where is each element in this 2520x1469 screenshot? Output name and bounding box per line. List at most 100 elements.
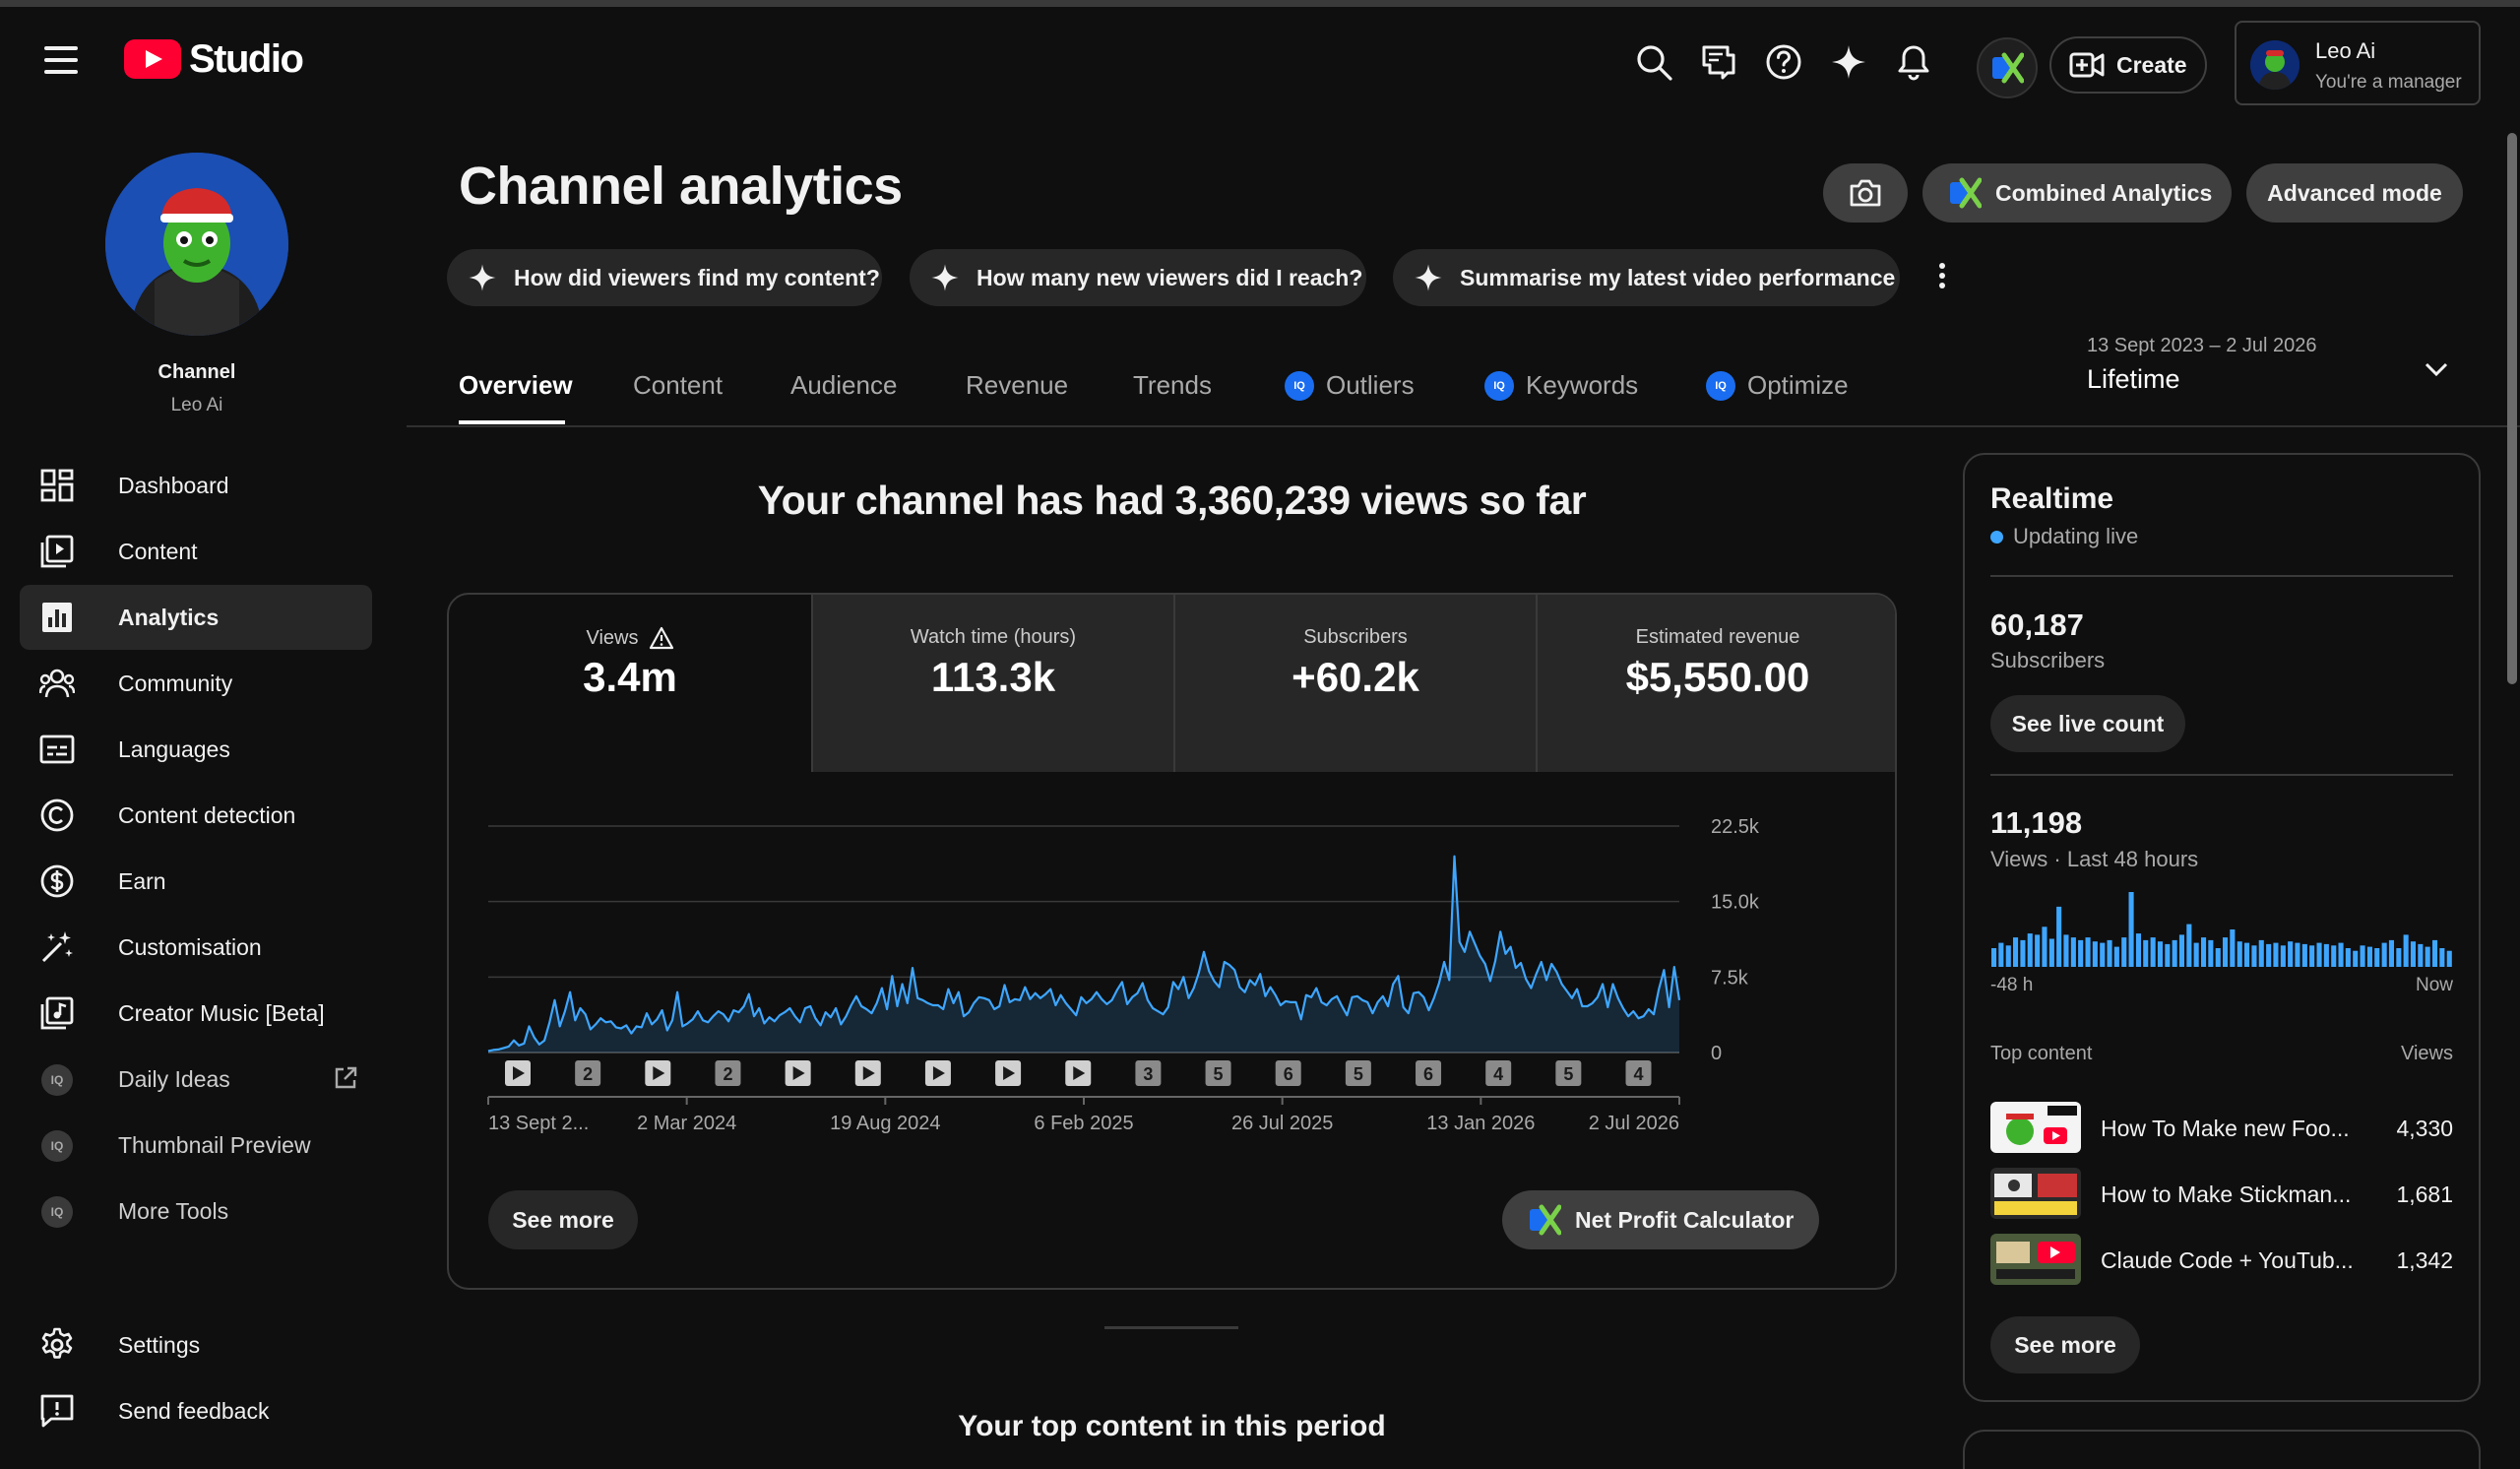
realtime-bar[interactable] xyxy=(2388,939,2394,967)
video-publish-marker[interactable] xyxy=(505,1060,531,1086)
realtime-bar[interactable] xyxy=(2366,946,2372,967)
realtime-bar[interactable] xyxy=(2042,926,2048,967)
metric-views[interactable]: Views 3.4m xyxy=(449,595,811,772)
video-publish-marker[interactable] xyxy=(645,1060,671,1086)
sidebar-item-thumbnail-preview[interactable]: IQ Thumbnail Preview xyxy=(20,1113,372,1178)
realtime-bar[interactable] xyxy=(2113,946,2119,967)
metric-subscribers[interactable]: Subscribers +60.2k xyxy=(1173,595,1536,772)
account-switcher[interactable]: Leo Ai You're a manager xyxy=(2235,21,2481,105)
realtime-bar[interactable] xyxy=(2360,945,2365,967)
net-profit-calculator-button[interactable]: Net Profit Calculator xyxy=(1502,1190,1819,1249)
realtime-bar[interactable] xyxy=(2085,937,2091,967)
realtime-bar[interactable] xyxy=(1998,942,2004,967)
advanced-mode-button[interactable]: Advanced mode xyxy=(2246,163,2463,223)
realtime-bar[interactable] xyxy=(2374,948,2380,967)
sidebar-item-analytics[interactable]: Analytics xyxy=(20,585,372,650)
realtime-bar[interactable] xyxy=(2396,948,2402,967)
tab-audience[interactable]: Audience xyxy=(790,370,898,400)
search-icon[interactable] xyxy=(1634,42,1673,82)
realtime-bar[interactable] xyxy=(2178,934,2184,967)
realtime-bar[interactable] xyxy=(2280,945,2286,967)
realtime-bar[interactable] xyxy=(2193,942,2199,967)
realtime-bar[interactable] xyxy=(2157,941,2163,967)
scrollbar[interactable] xyxy=(2504,113,2520,1454)
video-publish-marker[interactable] xyxy=(924,1060,951,1086)
realtime-bar[interactable] xyxy=(2005,945,2011,967)
see-more-button[interactable]: See more xyxy=(1990,1316,2140,1373)
sidebar-item-earn[interactable]: Earn xyxy=(20,849,372,914)
date-range-selector[interactable]: 13 Sept 2023 – 2 Jul 2026 Lifetime xyxy=(2087,335,2461,414)
realtime-bar[interactable] xyxy=(2258,939,2264,967)
sidebar-item-daily-ideas[interactable]: IQ Daily Ideas xyxy=(20,1047,372,1112)
scrollbar-thumb[interactable] xyxy=(2507,133,2517,684)
tab-revenue[interactable]: Revenue xyxy=(966,370,1069,400)
help-icon[interactable] xyxy=(1764,42,1803,82)
video-publish-marker[interactable] xyxy=(995,1060,1022,1086)
suggestion-chip[interactable]: How many new viewers did I reach? xyxy=(910,249,1366,306)
realtime-bar[interactable] xyxy=(2309,945,2315,967)
warning-icon[interactable] xyxy=(649,626,674,650)
realtime-bar[interactable] xyxy=(1991,948,1997,967)
feedback-chat-icon[interactable] xyxy=(1699,42,1738,82)
multi-publish-marker[interactable]: 6 xyxy=(1416,1060,1442,1086)
realtime-bar[interactable] xyxy=(2439,948,2445,967)
realtime-bar[interactable] xyxy=(2353,950,2359,967)
multi-publish-marker[interactable]: 4 xyxy=(1485,1060,1512,1086)
realtime-bar[interactable] xyxy=(2100,942,2106,967)
studio-logo[interactable]: Studio xyxy=(124,34,304,84)
realtime-bar[interactable] xyxy=(2432,939,2438,967)
realtime-bar[interactable] xyxy=(2143,939,2149,967)
multi-publish-marker[interactable]: 5 xyxy=(1555,1060,1582,1086)
realtime-bar[interactable] xyxy=(2215,948,2221,967)
realtime-bar[interactable] xyxy=(2323,943,2329,967)
metric-revenue[interactable]: Estimated revenue $5,550.00 xyxy=(1536,595,1895,772)
realtime-bar[interactable] xyxy=(2013,937,2019,967)
create-button[interactable]: Create xyxy=(2049,36,2207,94)
realtime-bar[interactable] xyxy=(2301,943,2307,967)
realtime-bar[interactable] xyxy=(2165,943,2171,967)
realtime-bar[interactable] xyxy=(2273,942,2279,967)
realtime-bar[interactable] xyxy=(2056,906,2062,967)
realtime-bar[interactable] xyxy=(2316,942,2322,967)
notifications-bell-icon[interactable] xyxy=(1894,42,1933,82)
realtime-bar[interactable] xyxy=(2236,941,2242,967)
realtime-bar[interactable] xyxy=(2048,938,2054,968)
realtime-bar[interactable] xyxy=(2070,937,2076,967)
tab-content[interactable]: Content xyxy=(633,370,724,400)
realtime-bar[interactable] xyxy=(2078,939,2084,967)
realtime-bar[interactable] xyxy=(2418,943,2424,967)
sidebar-item-dashboard[interactable]: Dashboard xyxy=(20,453,372,518)
realtime-bar[interactable] xyxy=(2266,943,2272,967)
metric-watch-time[interactable]: Watch time (hours) 113.3k xyxy=(811,595,1173,772)
realtime-bar[interactable] xyxy=(2121,937,2127,967)
realtime-bar[interactable] xyxy=(2381,942,2387,967)
multi-publish-marker[interactable]: 5 xyxy=(1205,1060,1231,1086)
realtime-bar[interactable] xyxy=(2223,937,2229,967)
channel-avatar[interactable] xyxy=(105,153,288,336)
realtime-bar[interactable] xyxy=(2135,933,2141,967)
realtime-bar[interactable] xyxy=(2027,933,2033,967)
multi-publish-marker[interactable]: 2 xyxy=(575,1060,601,1086)
video-publish-marker[interactable] xyxy=(854,1060,881,1086)
tab-keywords[interactable]: IQ Keywords xyxy=(1484,370,1638,401)
top-content-row[interactable]: Claude Code + YouTub... 1,342 xyxy=(1990,1234,2453,1289)
tab-outliers[interactable]: IQ Outliers xyxy=(1285,370,1415,401)
realtime-bar[interactable] xyxy=(2035,934,2041,967)
suggestion-chip[interactable]: How did viewers find my content? xyxy=(447,249,882,306)
multi-publish-marker[interactable]: 2 xyxy=(715,1060,741,1086)
realtime-bar[interactable] xyxy=(2201,937,2207,967)
top-content-row[interactable]: How to Make Stickman... 1,681 xyxy=(1990,1168,2453,1223)
see-live-count-button[interactable]: See live count xyxy=(1990,695,2185,752)
realtime-bar[interactable] xyxy=(2338,942,2344,967)
realtime-bar[interactable] xyxy=(2063,934,2069,967)
multi-publish-marker[interactable]: 3 xyxy=(1135,1060,1162,1086)
sidebar-item-more-tools[interactable]: IQ More Tools xyxy=(20,1179,372,1244)
realtime-bar[interactable] xyxy=(2345,948,2351,967)
realtime-bar[interactable] xyxy=(2446,950,2452,967)
sidebar-item-settings[interactable]: Settings xyxy=(20,1312,372,1377)
sidebar-item-content[interactable]: Content xyxy=(20,519,372,584)
realtime-bar[interactable] xyxy=(2172,939,2177,967)
realtime-bar[interactable] xyxy=(2092,941,2098,967)
more-options-icon[interactable] xyxy=(1936,261,1946,290)
realtime-bar[interactable] xyxy=(2251,945,2257,967)
